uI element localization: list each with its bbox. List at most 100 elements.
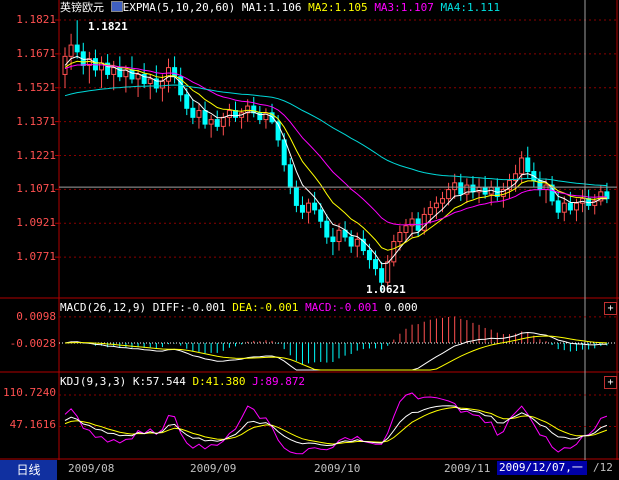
candle-body — [506, 180, 512, 191]
candle-body — [135, 73, 141, 80]
kdj-j-line — [64, 392, 608, 455]
candle-body — [281, 139, 287, 166]
candle-body — [525, 157, 531, 173]
candle-body — [324, 220, 330, 238]
candle-body — [482, 186, 488, 195]
candle-body — [464, 184, 470, 195]
candle-body — [391, 241, 397, 263]
candle-body — [519, 157, 525, 175]
ma3-label: MA3:1.107 — [374, 1, 434, 14]
candle-body — [312, 202, 318, 211]
candle-body — [409, 218, 415, 227]
candle-body — [153, 78, 159, 89]
candle-body — [458, 182, 464, 195]
candle-body — [561, 202, 567, 213]
candle-body — [74, 44, 80, 53]
candle-body — [275, 121, 281, 141]
candle-body — [68, 44, 74, 57]
diff-label: DIFF:-0.001 — [152, 301, 226, 314]
candle-body — [373, 259, 379, 270]
candle-body — [385, 261, 391, 283]
x-tick-sep: 2009/09 — [190, 462, 237, 475]
candle-body — [567, 202, 573, 211]
candle-body — [573, 202, 579, 211]
candle-body — [354, 238, 360, 247]
candle-body — [336, 229, 342, 243]
candle-body — [92, 58, 98, 71]
ma2-label: MA2:1.105 — [308, 1, 368, 14]
ma3-line — [64, 63, 607, 226]
price-tick-label: 1.1521 — [16, 80, 56, 94]
candle-body — [111, 67, 117, 75]
candle-body — [421, 213, 427, 231]
ma4-line — [64, 84, 607, 187]
macd-dea-line — [64, 335, 607, 371]
macd-y-tick-zero: -0.0028 — [9, 337, 56, 350]
macd-panel-header: MACD(26,12,9) DIFF:-0.001 DEA:-0.001 MAC… — [60, 301, 418, 314]
low-price-label: 1.0621 — [366, 283, 406, 296]
macd-title[interactable]: MACD(26,12,9) — [60, 301, 147, 314]
macd-zero-label: 0.000 — [384, 301, 418, 314]
candle-body — [129, 69, 135, 80]
candle-body — [245, 105, 251, 114]
candle-body — [403, 225, 409, 234]
dea-label: DEA:-0.001 — [232, 301, 299, 314]
candle-body — [470, 184, 476, 193]
candle-body — [446, 189, 452, 200]
candle-body — [348, 236, 354, 247]
candle-body — [293, 186, 299, 206]
macd-expand-button[interactable]: + — [604, 302, 617, 315]
j-label: J:89.872 — [252, 375, 306, 388]
period-tab-daily[interactable]: 日线 — [0, 460, 57, 480]
candle-body — [299, 204, 305, 213]
price-tick-label: 1.1671 — [16, 46, 56, 60]
ma1-label: MA1:1.106 — [241, 1, 302, 14]
price-tick-label: 1.1071 — [16, 182, 56, 196]
high-price-label: 1.1821 — [88, 20, 128, 33]
ma2-line — [64, 60, 607, 251]
candle-body — [141, 73, 147, 84]
candle-body — [360, 238, 366, 252]
candle-body — [172, 67, 178, 78]
candle-body — [433, 202, 439, 209]
candle-body — [549, 184, 555, 202]
ma1-line — [64, 55, 607, 265]
d-label: D:41.380 — [192, 375, 246, 388]
kdj-title[interactable]: KDJ(9,3,3) — [60, 375, 127, 388]
candle-body — [105, 62, 111, 75]
candle-body — [214, 119, 220, 127]
candle-body — [226, 110, 232, 118]
candle-body — [452, 182, 458, 191]
indicator-label[interactable]: EXPMA(5,10,20,60) — [122, 1, 236, 14]
macd-value-label: MACD:-0.001 — [305, 301, 378, 314]
candle-body — [208, 119, 214, 125]
price-tick-label: 1.0921 — [16, 216, 56, 230]
candle-body — [147, 78, 153, 84]
candle-body — [196, 110, 202, 118]
macd-y-tick-top: 0.0098 — [16, 310, 56, 323]
candle-body — [592, 200, 598, 206]
price-tick-label: 1.1221 — [16, 148, 56, 162]
candle-body — [397, 232, 403, 243]
price-tick-label: 1.0771 — [16, 250, 56, 264]
x-tick-nov: 2009/11 — [444, 462, 491, 475]
candle-body — [379, 268, 385, 283]
candle-body — [604, 191, 610, 200]
candle-body — [318, 209, 324, 222]
candle-body — [190, 107, 196, 118]
kdj-y-tick-top: 110.7240 — [3, 386, 56, 399]
candle-body — [251, 105, 257, 114]
candle-body — [513, 173, 519, 182]
cursor-date-tail: /12 — [593, 461, 613, 474]
kdj-expand-button[interactable]: + — [604, 376, 617, 389]
symbol-label: 英镑欧元 — [60, 1, 104, 14]
candle-body — [166, 67, 172, 82]
candle-body — [500, 189, 506, 197]
candle-body — [220, 116, 226, 127]
indicator-icon[interactable] — [110, 1, 123, 12]
main-panel-header: 英镑欧元 EXPMA(5,10,20,60) MA1:1.106 MA2:1.1… — [60, 1, 500, 14]
candle-body — [159, 80, 165, 89]
x-tick-oct: 2009/10 — [314, 462, 361, 475]
